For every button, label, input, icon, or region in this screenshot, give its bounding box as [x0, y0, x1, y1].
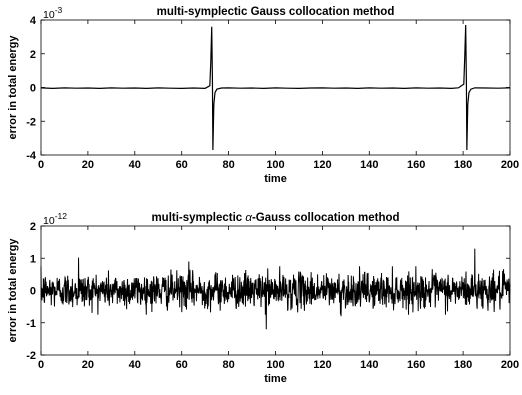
top-chart-x-tick-label: 100	[266, 159, 284, 171]
top-chart-x-axis-label: time	[264, 173, 287, 185]
top-chart-x-tick-label: 120	[313, 159, 331, 171]
top-chart-y-tick-label: -4	[26, 150, 37, 162]
bottom-chart-x-tick-label: 60	[176, 359, 188, 371]
top-chart-x-tick-label: 140	[360, 159, 378, 171]
bottom-chart-title-alpha: α	[245, 212, 252, 224]
bottom-chart-x-tick-label: 160	[407, 359, 425, 371]
bottom-chart-x-axis-label: time	[264, 373, 287, 385]
top-chart-x-tick-label: 160	[407, 159, 425, 171]
top-chart-series-line	[40, 25, 511, 150]
top-chart-title: multi-symplectic Gauss collocation metho…	[157, 6, 395, 18]
top-chart-y-axis-label: error in total energy	[7, 35, 19, 140]
bottom-chart-x-tick-label: 40	[129, 359, 141, 371]
bottom-chart-axes-box	[40, 225, 511, 356]
bottom-chart-x-tick-label: 140	[360, 359, 378, 371]
top-chart-axes-box	[40, 19, 511, 156]
top-chart-y-tick-label: 0	[30, 83, 36, 95]
top-chart-x-tick-label: 180	[454, 159, 472, 171]
top-chart-x-tick-label: 40	[129, 159, 141, 171]
bottom-chart-x-tick-label: 100	[266, 359, 284, 371]
bottom-chart-x-tick-label: 120	[313, 359, 331, 371]
top-chart-multiplier-exponent: -3	[55, 5, 63, 15]
top-chart-x-tick-label: 200	[501, 159, 519, 171]
bottom-chart-y-tick-label: -2	[26, 350, 36, 362]
top-chart-x-tick-label: 0	[38, 159, 44, 171]
top-chart-multiplier-base: 10	[43, 9, 55, 21]
bottom-chart-series-line	[40, 248, 511, 330]
bottom-chart-y-tick-label: 0	[30, 286, 36, 298]
top-chart-ticks: 0 20 40 60 80 100 120 140 160 180 200 -4 -2 0 2 4	[26, 15, 519, 171]
top-chart-y-tick-label: 4	[30, 15, 37, 27]
bottom-chart-y-tick-label: 2	[30, 221, 36, 233]
top-chart-y-tick-label: 2	[30, 49, 36, 61]
bottom-chart-y-tick-label: -1	[26, 318, 36, 330]
bottom-chart-y-multiplier: 10-12	[43, 211, 67, 227]
bottom-chart-x-tick-label: 0	[38, 359, 44, 371]
bottom-chart-title-suffix: -Gauss collocation method	[252, 212, 400, 224]
top-chart: multi-symplectic Gauss collocation metho…	[7, 5, 519, 185]
bottom-chart-y-tick-label: 1	[30, 253, 36, 265]
bottom-chart: multi-symplectic α-Gauss collocation met…	[7, 211, 519, 385]
bottom-chart-multiplier-exponent: -12	[55, 211, 68, 221]
bottom-chart-ticks: 0 20 40 60 80 100 120 140 160 180 200 -2 -1 0 1 2	[26, 221, 519, 371]
bottom-chart-x-tick-label: 20	[82, 359, 94, 371]
bottom-chart-x-tick-label: 180	[454, 359, 472, 371]
bottom-chart-y-axis-label: error in total energy	[7, 238, 19, 343]
bottom-chart-multiplier-base: 10	[43, 215, 55, 227]
top-chart-x-tick-label: 80	[222, 159, 234, 171]
top-chart-y-multiplier: 10-3	[43, 5, 63, 21]
bottom-chart-x-tick-label: 80	[222, 359, 234, 371]
top-chart-y-tick-label: -2	[26, 116, 36, 128]
top-chart-x-tick-label: 60	[176, 159, 188, 171]
bottom-chart-title-prefix: multi-symplectic	[151, 212, 245, 224]
top-chart-x-tick-label: 20	[82, 159, 94, 171]
bottom-chart-title: multi-symplectic α-Gauss collocation met…	[151, 212, 399, 224]
bottom-chart-x-tick-label: 200	[501, 359, 519, 371]
